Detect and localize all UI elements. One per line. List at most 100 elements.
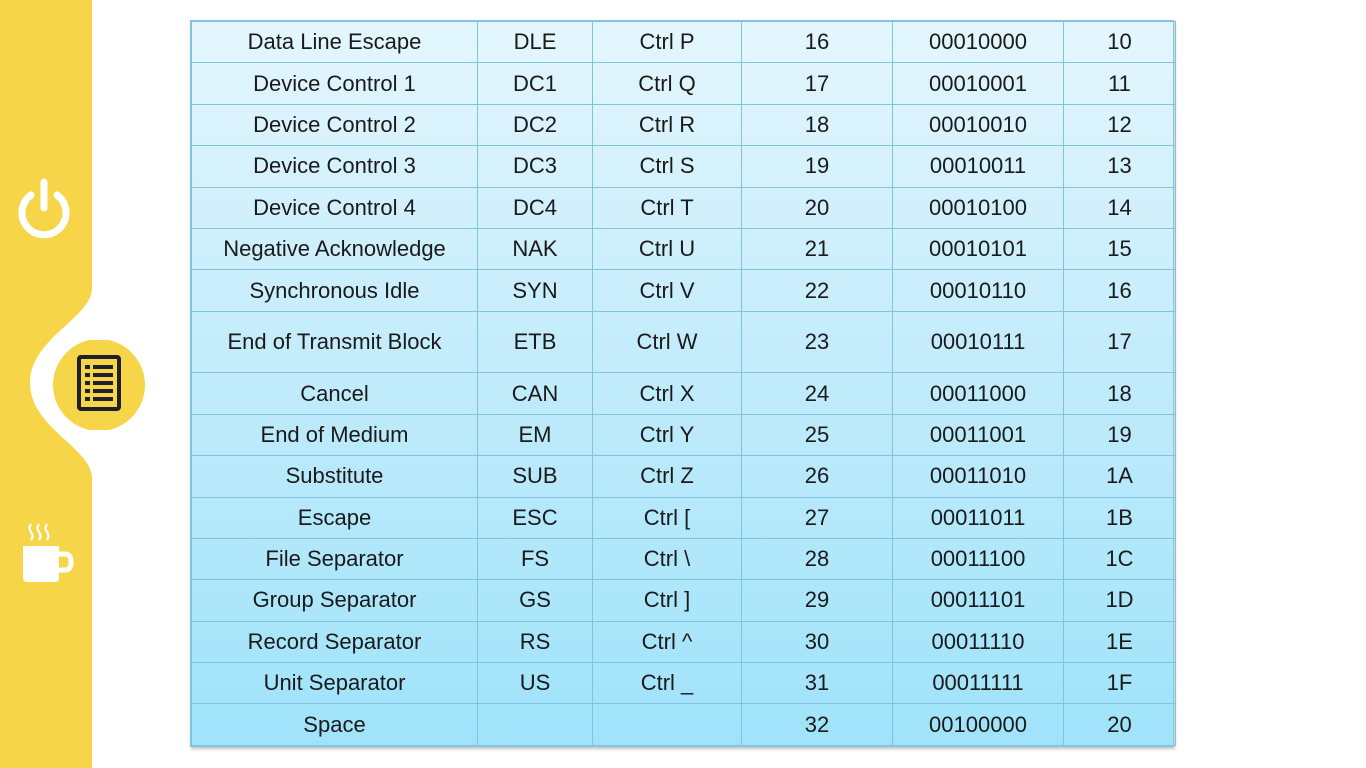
cell-decimal: 30: [741, 620, 893, 664]
table-row: End of Medium EM Ctrl Y 25 00011001 19: [191, 413, 1176, 457]
cell-description: Device Control 4: [191, 186, 478, 229]
coffee-cup-icon: [23, 523, 74, 582]
cell-hex: 17: [1063, 310, 1176, 374]
cell-decimal: 21: [741, 227, 893, 271]
cell-binary: 00011110: [892, 620, 1064, 664]
cell-binary: 00100000: [892, 703, 1064, 746]
cell-hex: 14: [1063, 186, 1176, 229]
cell-binary: 00011111: [892, 662, 1064, 705]
cell-abbreviation: DLE: [477, 20, 593, 64]
cell-ctrl-key: Ctrl Q: [592, 62, 742, 105]
cell-binary: 00011100: [892, 537, 1064, 581]
cell-hex: 15: [1063, 227, 1176, 271]
cell-binary: 00010101: [892, 227, 1064, 271]
cell-ctrl-key: Ctrl _: [592, 662, 742, 705]
cell-hex: 19: [1063, 413, 1176, 457]
cell-hex: 10: [1063, 20, 1176, 64]
cell-decimal: 29: [741, 579, 893, 622]
table-row: Space 32 00100000 20: [191, 703, 1176, 746]
cell-abbreviation: RS: [477, 620, 593, 664]
cell-hex: 1B: [1063, 496, 1176, 539]
cell-binary: 00010110: [892, 269, 1064, 312]
cell-hex: 11: [1063, 62, 1176, 105]
table-row: Synchronous Idle SYN Ctrl V 22 00010110 16: [191, 269, 1176, 312]
table-row: Escape ESC Ctrl [27 00011011 1B: [191, 496, 1176, 539]
cell-hex: 13: [1063, 145, 1176, 188]
table-row: Device Control 4 DC4 Ctrl T 20 00010100 14: [191, 186, 1176, 229]
cell-description: Device Control 1: [191, 62, 478, 105]
table-row: Device Control 1 DC1 Ctrl Q 17 00010001 11: [191, 62, 1176, 105]
cell-binary: 00011011: [892, 496, 1064, 539]
cell-abbreviation: FS: [477, 537, 593, 581]
cell-ctrl-key: Ctrl U: [592, 227, 742, 271]
cell-ctrl-key: Ctrl [: [592, 496, 742, 539]
cell-description: Cancel: [191, 372, 478, 415]
cell-abbreviation: DC2: [477, 103, 593, 147]
cell-ctrl-key: Ctrl ]: [592, 579, 742, 622]
cell-ctrl-key: Ctrl R: [592, 103, 742, 147]
cell-binary: 00011101: [892, 579, 1064, 622]
cell-decimal: 17: [741, 62, 893, 105]
cell-ctrl-key: Ctrl V: [592, 269, 742, 312]
cell-ctrl-key: Ctrl ^: [592, 620, 742, 664]
table-row: Device Control 2 DC2 Ctrl R 18 00010010 12: [191, 103, 1176, 147]
cell-decimal: 18: [741, 103, 893, 147]
cell-hex: 20: [1063, 703, 1176, 746]
cell-description: End of Medium: [191, 413, 478, 457]
cell-ctrl-key: Ctrl P: [592, 20, 742, 64]
cell-abbreviation: SYN: [477, 269, 593, 312]
cell-description: Synchronous Idle: [191, 269, 478, 312]
power-icon: [18, 178, 70, 239]
cell-binary: 00010100: [892, 186, 1064, 229]
ascii-table: Data Line Escape DLE Ctrl P 16 00010000 10 Dev…: [190, 20, 1176, 747]
cell-binary: 00011010: [892, 455, 1064, 498]
cell-description: Device Control 2: [191, 103, 478, 147]
table-row: Substitute SUB Ctrl Z 26 00011010 1A: [191, 455, 1176, 498]
cell-ctrl-key: Ctrl W: [592, 310, 742, 374]
cell-decimal: 16: [741, 20, 893, 64]
table-row: Device Control 3 DC3 Ctrl S 19 00010011 13: [191, 145, 1176, 188]
cell-hex: 1D: [1063, 579, 1176, 622]
cell-abbreviation: NAK: [477, 227, 593, 271]
cell-hex: 1E: [1063, 620, 1176, 664]
cell-decimal: 28: [741, 537, 893, 581]
list-button[interactable]: [52, 339, 146, 431]
cell-ctrl-key: Ctrl X: [592, 372, 742, 415]
cell-abbreviation: ESC: [477, 496, 593, 539]
cell-abbreviation: [477, 703, 593, 746]
cell-ctrl-key: Ctrl Z: [592, 455, 742, 498]
cell-ctrl-key: Ctrl S: [592, 145, 742, 188]
table-row: Cancel CAN Ctrl X 24 00011000 18: [191, 372, 1176, 415]
cell-decimal: 19: [741, 145, 893, 188]
cell-hex: 12: [1063, 103, 1176, 147]
cell-abbreviation: DC4: [477, 186, 593, 229]
cell-description: Escape: [191, 496, 478, 539]
cell-description: Data Line Escape: [191, 20, 478, 64]
cell-abbreviation: DC1: [477, 62, 593, 105]
power-button[interactable]: [10, 175, 78, 243]
cell-abbreviation: SUB: [477, 455, 593, 498]
cell-ctrl-key: Ctrl T: [592, 186, 742, 229]
cell-abbreviation: CAN: [477, 372, 593, 415]
cell-binary: 00011000: [892, 372, 1064, 415]
cell-decimal: 32: [741, 703, 893, 746]
cell-decimal: 23: [741, 310, 893, 374]
table-row: End of Transmit Block ETB Ctrl W 23 00010111…: [191, 310, 1176, 374]
list-icon: [53, 339, 145, 431]
cell-decimal: 31: [741, 662, 893, 705]
break-button[interactable]: [14, 520, 78, 586]
table-row: File Separator FS Ctrl \ 28 00011100 1C: [191, 537, 1176, 581]
cell-description: Substitute: [191, 455, 478, 498]
cell-abbreviation: ETB: [477, 310, 593, 374]
cell-ctrl-key: [592, 703, 742, 746]
cell-description: Space: [191, 703, 478, 746]
cell-decimal: 20: [741, 186, 893, 229]
cell-description: Negative Acknowledge: [191, 227, 478, 271]
cell-binary: 00010001: [892, 62, 1064, 105]
cell-ctrl-key: Ctrl \: [592, 537, 742, 581]
cell-binary: 00010011: [892, 145, 1064, 188]
cell-hex: 16: [1063, 269, 1176, 312]
table-row: Unit Separator US Ctrl _ 31 00011111 1F: [191, 662, 1176, 705]
cell-binary: 00011001: [892, 413, 1064, 457]
cell-description: Record Separator: [191, 620, 478, 664]
